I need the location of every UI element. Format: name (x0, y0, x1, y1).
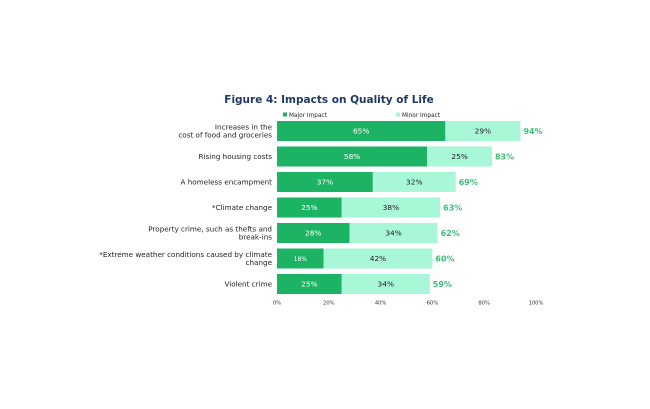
bar-label-major: 25% (301, 280, 317, 289)
bar-minor (427, 146, 492, 167)
bar-major (277, 121, 446, 141)
bar-label-total: 94% (523, 127, 542, 136)
bars: Increases in the cost of food and groceri… (99, 121, 543, 294)
bar-label-minor: 29% (475, 127, 491, 136)
x-tick-label: 80% (478, 301, 490, 307)
bar-label-total: 63% (443, 204, 462, 213)
legend-swatch-major (283, 112, 287, 117)
x-tick-label: 20% (323, 301, 335, 307)
bar-minor (349, 223, 438, 243)
bar-major (277, 248, 324, 269)
bar-label-total: 83% (495, 153, 514, 162)
x-tick-label: 0% (273, 301, 281, 307)
bar-label-minor: 34% (378, 280, 394, 289)
legend-label-minor: Minor Impact (402, 113, 441, 119)
x-tick-label: 60% (427, 301, 439, 307)
bar-minor (323, 248, 433, 269)
bar-label-total: 60% (435, 255, 454, 264)
legend-swatch-minor (396, 112, 400, 117)
bar-major (277, 223, 350, 243)
category-label: *Climate change (212, 203, 273, 212)
legend: Major Impact Minor Impact (283, 112, 441, 119)
bar-label-minor: 25% (451, 152, 467, 161)
bar-label-major: 65% (353, 127, 369, 136)
bar-minor (341, 197, 441, 218)
chart-title: Figure 4: Impacts on Quality of Life (224, 94, 433, 106)
bar-label-major: 37% (317, 178, 333, 187)
bar-label-total: 62% (441, 229, 460, 238)
bar-label-minor: 34% (385, 229, 401, 238)
category-label: Rising housing costs (199, 152, 273, 161)
bar-label-total: 59% (433, 280, 452, 289)
bar-label-total: 69% (459, 178, 478, 187)
category-label: Increases in the cost of food and groceri… (178, 123, 272, 140)
category-label: Property crime, such as thefts and break-… (148, 225, 272, 242)
x-tick-label: 40% (375, 301, 387, 307)
bar-minor (445, 121, 521, 141)
x-tick-label: 100% (529, 301, 544, 307)
x-axis: 0% 20% 40% 60% 80% 100% (273, 301, 544, 307)
bar-major (277, 274, 342, 294)
bar-major (277, 172, 373, 192)
bar-minor (341, 274, 430, 294)
category-label: *Extreme weather conditions caused by cl… (99, 250, 272, 267)
bar-label-major: 28% (305, 229, 321, 238)
bar-label-major: 58% (344, 152, 360, 161)
bar-major (277, 146, 428, 167)
bar-major (277, 197, 342, 218)
bar-label-major: 18% (294, 256, 308, 263)
category-label: Violent crime (224, 280, 272, 289)
category-label: A homeless encampment (181, 178, 273, 187)
bar-label-minor: 38% (383, 203, 399, 212)
bar-label-major: 25% (301, 203, 317, 212)
legend-label-major: Major Impact (289, 113, 328, 119)
bar-label-minor: 32% (406, 178, 422, 187)
bar-label-minor: 42% (370, 254, 386, 263)
bar-minor (372, 172, 456, 192)
